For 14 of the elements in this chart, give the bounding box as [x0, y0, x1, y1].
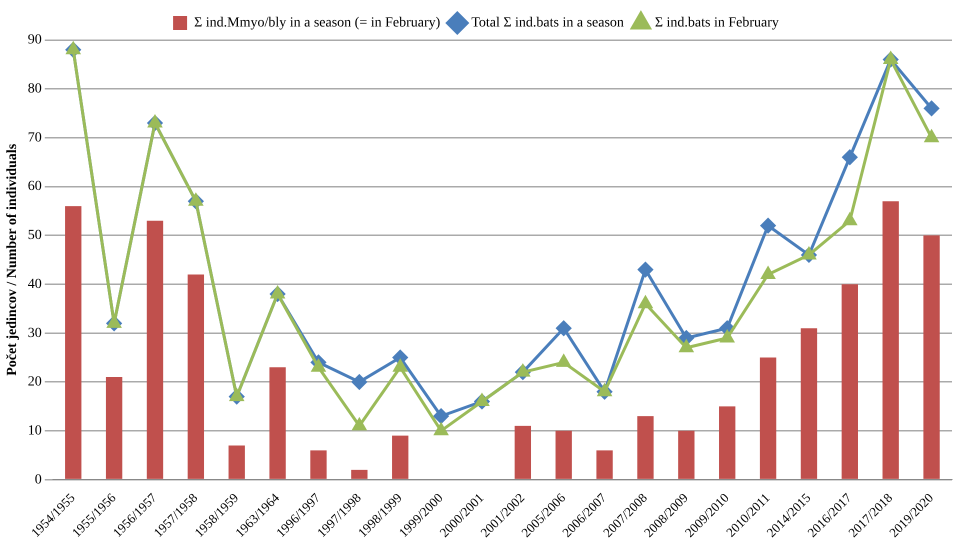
legend-label: Σ ind.bats in February	[654, 16, 779, 31]
y-tick-label: 30	[28, 326, 42, 341]
y-tick-label: 80	[28, 82, 42, 97]
y-tick-label: 40	[28, 276, 42, 292]
y-tick-label: 0	[34, 472, 42, 488]
y-axis-title: Počet jedincov / Number of individuals	[5, 143, 20, 376]
y-tick-label: 20	[28, 374, 42, 390]
legend-label: Σ ind.Mmyo/bly in a season (= in February)	[194, 16, 441, 31]
y-tick-label: 70	[28, 130, 42, 146]
y-tick-label: 90	[28, 32, 42, 48]
y-tick-label: 60	[28, 179, 42, 194]
y-tick-label: 10	[28, 423, 42, 438]
legend-label: Total Σ ind.bats in a season	[471, 16, 624, 31]
y-tick-label: 50	[28, 228, 42, 244]
